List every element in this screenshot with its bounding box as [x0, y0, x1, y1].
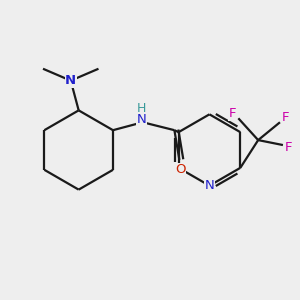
- Text: F: F: [229, 107, 236, 120]
- Text: N: N: [65, 74, 76, 87]
- Text: N: N: [137, 113, 147, 126]
- Text: H: H: [137, 102, 146, 115]
- Text: N: N: [205, 179, 214, 192]
- Text: F: F: [282, 111, 290, 124]
- Text: F: F: [285, 140, 292, 154]
- Text: O: O: [175, 163, 186, 176]
